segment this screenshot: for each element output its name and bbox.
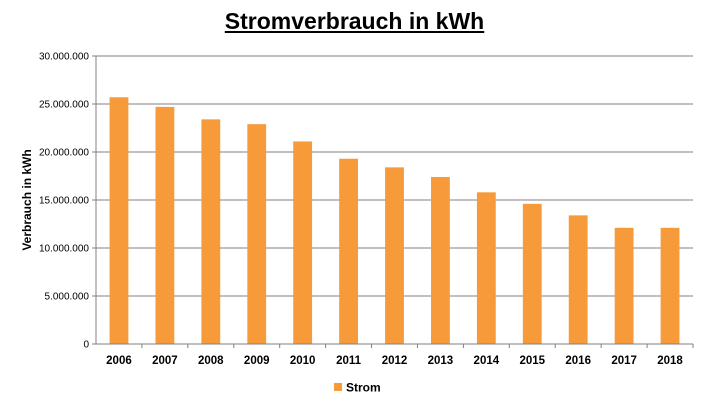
- x-tick-label: 2014: [474, 355, 500, 367]
- bar-2010: [293, 141, 313, 344]
- y-tick-label: 30.000.000: [39, 52, 89, 63]
- x-axis-tick-labels: 2006 2007 2008 2009 2010 2011 2012 2013 2014 2015…: [106, 344, 694, 367]
- x-tick-label: 2007: [152, 355, 178, 367]
- x-tick-label: 2012: [382, 355, 408, 367]
- bar-2012: [385, 167, 404, 344]
- legend-label: Strom: [346, 381, 381, 395]
- bar-2017: [614, 227, 634, 344]
- legend: Strom: [334, 381, 381, 395]
- x-tick-label: 2016: [565, 355, 591, 367]
- y-tick-label: 15.000.000: [39, 196, 89, 207]
- x-tick-label: 2017: [611, 355, 637, 367]
- bar-2009: [247, 124, 267, 344]
- x-tick-label: 2010: [290, 355, 316, 367]
- y-tick-label: 5.000.000: [45, 292, 90, 303]
- chart-title: Stromverbrauch in kWh: [224, 8, 485, 34]
- y-tick-label: 0: [83, 340, 89, 351]
- bar-2011: [339, 158, 358, 344]
- bar-2018: [660, 227, 680, 344]
- bar-2007: [155, 106, 175, 344]
- bar-series: [109, 97, 680, 344]
- bar-2006: [109, 97, 129, 344]
- bar-2015: [522, 203, 542, 344]
- y-tick-label: 20.000.000: [39, 148, 89, 159]
- bar-2014: [476, 192, 496, 344]
- x-tick-label: 2015: [519, 355, 545, 367]
- y-tick-label: 10.000.000: [39, 244, 89, 255]
- x-tick-label: 2009: [244, 355, 270, 367]
- y-axis-tick-labels: 0 5.000.000 10.000.000 15.000.000 20.000.000…: [39, 52, 96, 351]
- x-tick-label: 2006: [106, 355, 132, 367]
- y-tick-label: 25.000.000: [39, 100, 89, 111]
- x-tick-label: 2013: [428, 355, 454, 367]
- y-axis-title: Verbrauch in kWh: [20, 149, 34, 250]
- legend-swatch: [334, 383, 342, 391]
- bar-2013: [431, 176, 450, 344]
- x-tick-label: 2008: [198, 355, 224, 367]
- bar-2016: [568, 215, 588, 344]
- x-tick-label: 2011: [336, 355, 362, 367]
- bar-2008: [201, 119, 221, 344]
- x-tick-label: 2018: [657, 355, 683, 367]
